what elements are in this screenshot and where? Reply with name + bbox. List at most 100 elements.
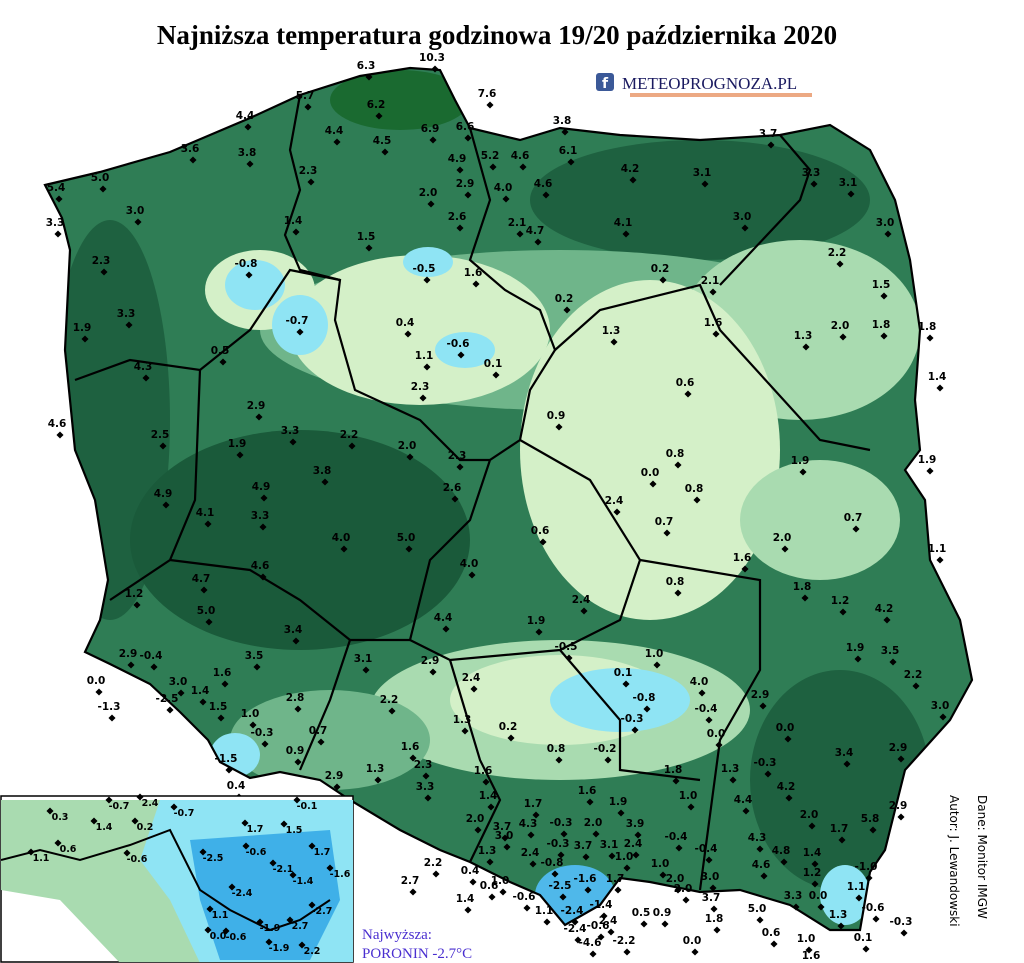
station-temp: 2.9	[889, 800, 908, 812]
station-temp: -0.3	[890, 916, 913, 928]
station-temp: 0.2	[555, 293, 574, 305]
station-marker	[764, 770, 772, 778]
station-temp: 4.1	[614, 217, 633, 229]
field-pale	[520, 280, 780, 620]
station-marker	[709, 884, 717, 892]
station-temp: 1.7	[606, 873, 625, 885]
station-marker	[674, 589, 682, 597]
station-temp: 5.0	[748, 903, 767, 915]
station-temp: 2.2	[828, 247, 847, 259]
region-border	[109, 369, 202, 601]
station-marker	[527, 831, 535, 839]
station-marker	[880, 292, 888, 300]
station-temp: 2.4	[462, 672, 481, 684]
station-marker	[422, 772, 430, 780]
station-marker	[464, 134, 472, 142]
station-marker	[691, 948, 699, 956]
station-temp: -0.4	[695, 843, 718, 855]
station-marker	[674, 461, 682, 469]
station-temp: 1.9	[918, 454, 937, 466]
station-marker	[563, 306, 571, 314]
station-temp: -1.5	[215, 753, 238, 765]
region-border	[639, 558, 762, 891]
station-marker	[560, 830, 568, 838]
station-marker	[532, 811, 540, 819]
inset-station-temp: -2.1	[273, 864, 294, 875]
station-marker	[456, 463, 464, 471]
station-temp: 0.1	[614, 667, 633, 679]
station-marker	[294, 758, 302, 766]
station-temp: 1.6	[578, 785, 597, 797]
station-temp: 1.9	[228, 438, 247, 450]
station-marker	[862, 945, 870, 953]
station-temp: 2.0	[674, 883, 693, 895]
field-cold	[820, 865, 870, 925]
station-temp: 2.9	[325, 770, 344, 782]
station-temp: 1.9	[846, 642, 865, 654]
station-temp: 0.2	[651, 263, 670, 275]
inset-station-temp: -1.6	[330, 869, 351, 880]
station-marker	[424, 794, 432, 802]
station-marker	[631, 726, 639, 734]
station-temp: 1.5	[872, 279, 891, 291]
inset-station-temp: -1.9	[260, 923, 281, 934]
station-temp: -0.8	[541, 857, 564, 869]
station-marker	[600, 912, 608, 920]
station-temp: 1.6	[213, 667, 232, 679]
station-marker	[557, 851, 565, 859]
station-marker	[634, 831, 642, 839]
station-marker	[561, 128, 569, 136]
station-marker	[269, 859, 277, 867]
station-temp: 1.0	[651, 858, 670, 870]
station-temp: 0.8	[666, 576, 685, 588]
inset-station-temp: -0.6	[226, 932, 247, 943]
inset-field	[1, 800, 353, 962]
station-marker	[610, 338, 618, 346]
station-marker	[559, 893, 567, 901]
station-marker	[221, 680, 229, 688]
station-marker	[586, 798, 594, 806]
station-temp: 3.8	[238, 147, 257, 159]
station-temp: 0.7	[844, 512, 863, 524]
station-temp: 4.0	[332, 532, 351, 544]
station-temp: -0.8	[235, 258, 258, 270]
station-marker	[100, 268, 108, 276]
station-temp: 2.0	[666, 873, 685, 885]
station-marker	[381, 148, 389, 156]
station-marker	[781, 545, 789, 553]
inset-cold	[190, 830, 340, 960]
station-marker	[46, 807, 54, 815]
station-marker	[836, 260, 844, 268]
station-marker	[177, 689, 185, 697]
station-temp: 4.0	[460, 558, 479, 570]
station-temp: 1.8	[918, 321, 937, 333]
station-marker	[150, 663, 158, 671]
station-marker	[622, 680, 630, 688]
station-temp: 2.2	[340, 429, 359, 441]
station-marker	[348, 442, 356, 450]
station-temp: 1.6	[464, 267, 483, 279]
station-marker	[474, 826, 482, 834]
logo-text: METEOPROGNOZA.PL	[622, 74, 797, 93]
station-marker	[682, 896, 690, 904]
station-marker	[784, 735, 792, 743]
station-marker	[249, 721, 257, 729]
inset-station-temp: -0.6	[127, 854, 148, 865]
station-marker	[501, 834, 509, 842]
station-marker	[170, 803, 178, 811]
station-marker	[659, 276, 667, 284]
station-marker	[684, 390, 692, 398]
station-marker	[912, 682, 920, 690]
station-marker	[571, 918, 579, 926]
station-marker	[374, 776, 382, 784]
station-temp: -0.5	[555, 641, 578, 653]
station-temp: 1.3	[366, 763, 385, 775]
station-marker	[200, 586, 208, 594]
station-temp: -0.4	[140, 650, 163, 662]
station-marker	[810, 180, 818, 188]
station-temp: 2.3	[414, 759, 433, 771]
station-marker	[423, 363, 431, 371]
station-marker	[623, 948, 631, 956]
